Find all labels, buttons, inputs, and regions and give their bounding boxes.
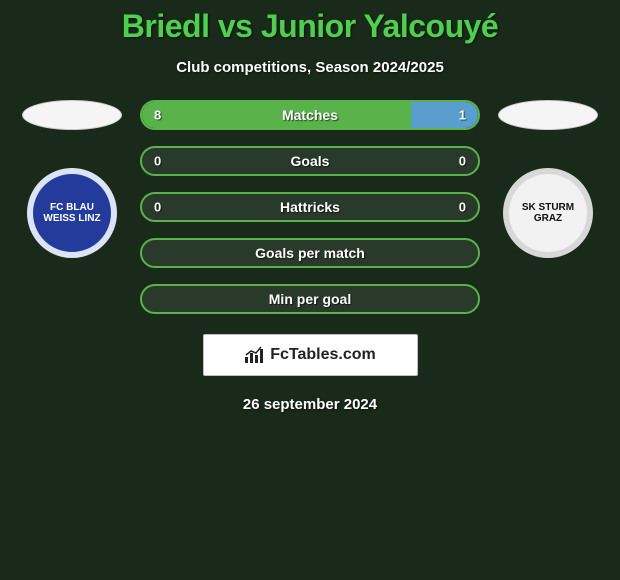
stats-column: Matches 8 1 Goals 0 0 Hattricks 0 0 Goals per mat…: [140, 100, 480, 314]
stat-label: Hattricks: [280, 199, 340, 215]
brand-text: FcTables.com: [270, 346, 376, 364]
stat-value-left: 0: [154, 200, 161, 215]
left-player-photo: [22, 100, 122, 130]
left-player-col: FC BLAU WEISS LINZ: [22, 100, 122, 258]
stat-bar: Min per goal: [140, 284, 480, 314]
stat-bar: Hattricks 0 0: [140, 192, 480, 222]
stat-value-right: 0: [459, 200, 466, 215]
stat-value-left: 8: [154, 108, 161, 123]
page-title: Briedl vs Junior Yalcouyé: [0, 8, 620, 45]
bar-left-fill: [142, 102, 411, 128]
right-player-col: SK STURM GRAZ: [498, 100, 598, 258]
comparison-row: FC BLAU WEISS LINZ Matches81Goals00Hattr…: [0, 100, 620, 314]
footer: FcTables.com 26 september 2024: [0, 334, 620, 413]
stat-bar: Goals 0 0: [140, 146, 480, 176]
page-subtitle: Club competitions, Season 2024/2025: [0, 59, 620, 76]
stat-value-right: 0: [459, 154, 466, 169]
stat-bar: Matches 8 1: [140, 100, 480, 130]
date-text: 26 september 2024: [243, 396, 377, 413]
brand-badge[interactable]: FcTables.com: [203, 334, 418, 376]
brand-chart-icon: [244, 346, 266, 364]
stat-bar: Goals per match: [140, 238, 480, 268]
stat-value-right: 1: [459, 108, 466, 123]
left-club-logo: FC BLAU WEISS LINZ: [27, 168, 117, 258]
stat-label: Matches: [282, 107, 338, 123]
right-club-logo: SK STURM GRAZ: [503, 168, 593, 258]
right-player-photo: [498, 100, 598, 130]
stat-value-left: 0: [154, 154, 161, 169]
stat-label: Min per goal: [269, 291, 351, 307]
bar-right-fill: [411, 102, 478, 128]
stat-label: Goals per match: [255, 245, 365, 261]
stat-label: Goals: [291, 153, 330, 169]
